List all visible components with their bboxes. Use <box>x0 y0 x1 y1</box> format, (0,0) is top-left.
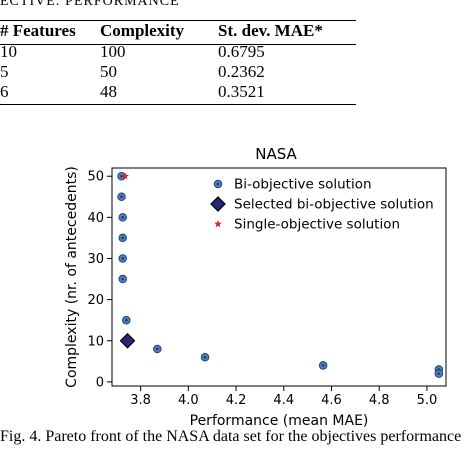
y-tick-label: 30 <box>87 252 104 267</box>
y-tick-label: 0 <box>96 375 104 390</box>
bi-objective-point-center <box>121 236 125 240</box>
bi-objective-point-center <box>120 195 123 199</box>
axis-ticks: 3.8 4.0 4.2 4.4 4.6 4.8 5.0 0 10 20 30 40 50 <box>87 170 437 408</box>
cell-stdev-mae: 0.6795 <box>218 42 265 61</box>
y-tick-label: 20 <box>87 293 104 308</box>
cell-features: 5 <box>0 62 9 81</box>
figure-caption: Fig. 4. Pareto front of the NASA data se… <box>0 428 462 445</box>
legend: Bi-objective solution Selected bi-objecti… <box>210 177 434 233</box>
bi-objective-point-center <box>121 257 125 260</box>
table-row: 5 50 0.2362 <box>0 62 378 82</box>
y-axis-label: Complexity (nr. of antecedents) <box>64 166 80 388</box>
legend-single-objective-marker <box>214 220 222 228</box>
bi-objective-point-center <box>125 318 128 322</box>
x-tick-label: 4.8 <box>369 393 390 408</box>
scatter-chart: NASA 3.8 4.0 4.2 4.4 4.6 4.8 5.0 0 10 20 30 40 50 Bi… <box>64 145 447 429</box>
chart-title: NASA <box>255 145 297 163</box>
cell-features: 10 <box>0 42 17 61</box>
bi-objective-point-center <box>121 216 125 219</box>
table-mid-rule <box>0 44 356 45</box>
header-features: # Features <box>0 21 76 40</box>
x-axis-label: Performance (mean MAE) <box>190 413 369 429</box>
cell-complexity: 100 <box>100 42 126 61</box>
cell-complexity: 48 <box>100 82 117 101</box>
x-tick-label: 5.0 <box>417 393 438 408</box>
bi-objective-point-center <box>321 364 325 367</box>
cell-stdev-mae: 0.3521 <box>218 82 265 101</box>
x-tick-label: 4.2 <box>226 393 247 408</box>
cell-complexity: 50 <box>100 62 117 81</box>
y-tick-label: 10 <box>87 334 104 349</box>
table-header-row: # Features Complexity St. dev. MAE* <box>0 20 378 42</box>
table-caption: ECTIVE: PERFORMANCE <box>0 0 180 9</box>
legend-label: Single-objective solution <box>234 217 400 233</box>
selected-solution-point <box>119 332 136 349</box>
table-row: 10 100 0.6795 <box>0 42 378 62</box>
plot-frame <box>111 167 447 387</box>
y-tick-label: 50 <box>87 170 104 185</box>
legend-label: Selected bi-objective solution <box>234 197 434 213</box>
cell-stdev-mae: 0.2362 <box>218 62 265 81</box>
single-objective-point <box>121 172 129 180</box>
table-row: 6 48 0.3521 <box>0 82 378 102</box>
cell-features: 6 <box>0 82 9 101</box>
pareto-figure: NASA 3.8 4.0 4.2 4.4 4.6 4.8 5.0 0 10 20 30 40 50 Bi… <box>0 140 474 430</box>
bi-objective-point-center <box>203 355 207 359</box>
legend-bi-objective-marker-center <box>216 182 220 186</box>
x-tick-label: 3.8 <box>130 393 151 408</box>
bi-objective-point-center <box>156 347 159 351</box>
header-stdev-mae: St. dev. MAE* <box>218 21 323 40</box>
x-tick-label: 4.0 <box>178 393 199 408</box>
legend-selected-marker <box>210 196 226 212</box>
bi-objective-point-center <box>437 372 441 375</box>
x-tick-label: 4.4 <box>273 393 294 408</box>
x-tick-label: 4.6 <box>321 393 342 408</box>
table-bottom-rule <box>0 104 356 105</box>
table-top-rule <box>0 20 356 21</box>
bi-objective-point-center <box>121 277 125 281</box>
data-points <box>117 171 444 378</box>
legend-label: Bi-objective solution <box>234 177 372 193</box>
results-table: # Features Complexity St. dev. MAE* 10 1… <box>0 20 474 102</box>
y-tick-label: 40 <box>87 211 104 226</box>
header-complexity: Complexity <box>100 21 185 40</box>
